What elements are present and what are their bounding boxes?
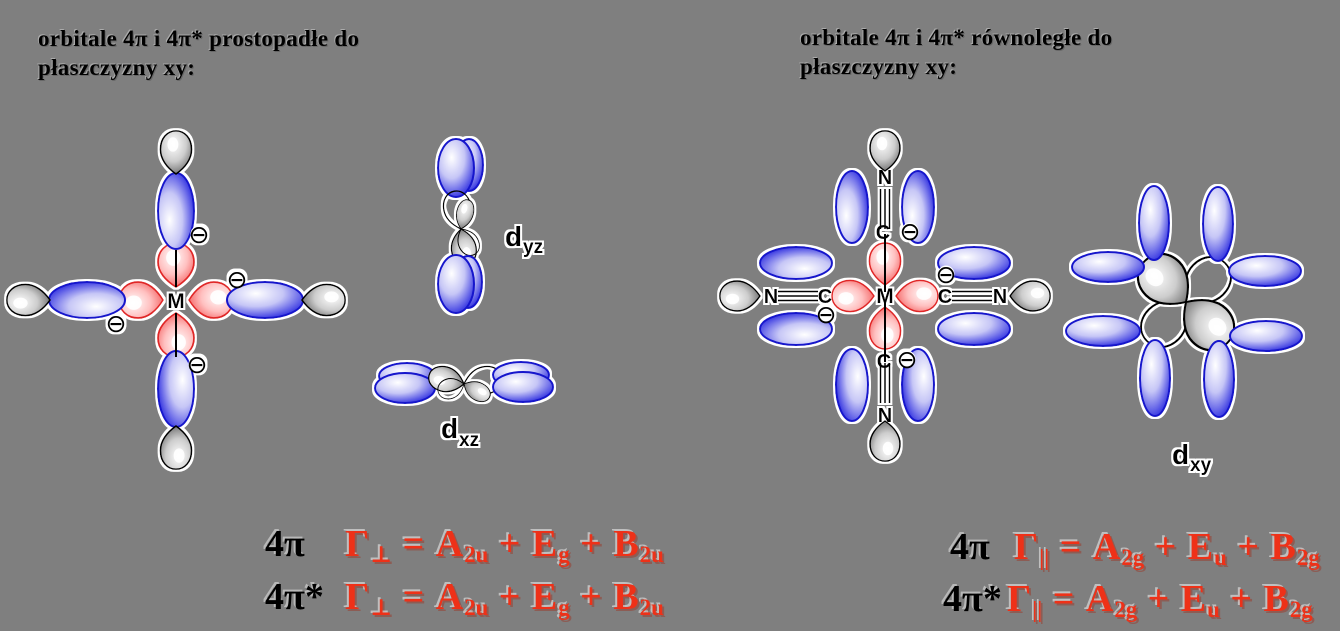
equation-subscript: ⊥: [370, 541, 393, 567]
equation-term: + E: [1137, 578, 1208, 620]
minus-charge-icon: [188, 220, 210, 249]
equation-term: + E: [1144, 526, 1215, 568]
equation-subscript: 2g: [1114, 596, 1138, 622]
nitrogen-atom-label: N: [993, 286, 1007, 308]
carbon-atom-label: C: [877, 351, 891, 373]
nitrogen-atom-label: N: [878, 405, 892, 427]
nitrogen-atom-label: N: [878, 167, 892, 189]
pi-lobe: [437, 138, 475, 198]
equation-subscript: 2g: [1289, 596, 1313, 622]
caption-perpendicular: orbitale 4π i 4π* prostopadłe do płaszcz…: [38, 24, 359, 82]
minus-charge-icon: [935, 260, 957, 289]
caption-line: orbitale 4π i 4π* prostopadłe do: [38, 26, 360, 51]
pi-lobe: [1139, 339, 1171, 417]
equation-term: + B: [1219, 578, 1290, 620]
equation-subscript: 2u: [639, 594, 664, 620]
pi-lobe: [1071, 251, 1145, 283]
equation-term: + B: [1226, 526, 1297, 568]
equation-4pi-star-perpendicular: 4π* Γ⊥ = A2u + Eg + B2u: [265, 575, 664, 621]
equation-body: Γ|| = A2g + Eu + B2g: [1014, 525, 1320, 571]
equation-subscript: 2g: [1296, 544, 1320, 570]
dxy-label-sub: xy: [1190, 455, 1212, 476]
equation-4pi-parallel: 4π Γ|| = A2g + Eu + B2g: [950, 525, 1320, 571]
arm-left: [7, 282, 163, 318]
nitrogen-atom-label: N: [764, 286, 778, 308]
equation-prefix: 4π: [265, 523, 305, 565]
equation-4pi-perpendicular: 4π Γ⊥ = A2u + Eg + B2u: [265, 522, 664, 568]
carbon-atom-label: C: [876, 222, 890, 244]
metal-atom-label: M: [167, 290, 185, 313]
equation-term: = A: [392, 576, 465, 618]
minus-charge-icon: [186, 350, 208, 379]
metal-atom-label: M: [876, 285, 894, 308]
dxy-orbital-sketch: d xy: [1065, 185, 1303, 476]
dxz-orbital-sketch: d xz: [374, 361, 554, 451]
pi-lobe: [492, 371, 554, 403]
equation-subscript: ⊥: [370, 594, 393, 620]
dyz-orbital-sketch: d yz: [437, 138, 543, 314]
equation-term: = A: [1049, 526, 1122, 568]
equation-subscript: g: [558, 541, 570, 567]
pi-lobe: [1203, 340, 1235, 418]
minus-charge-icon: [899, 217, 921, 246]
parallel-complex-diagram: M C N C N C N C N: [720, 131, 1050, 461]
cyanide-arm-left: [720, 247, 874, 345]
equation-prefix: 4π*: [943, 578, 1002, 620]
minus-charge-icon: [105, 309, 127, 338]
equation-term: = A: [392, 523, 465, 565]
pi-lobe: [374, 372, 436, 404]
equation-body: Γ⊥ = A2u + Eg + B2u: [345, 575, 664, 621]
equation-term: + B: [569, 523, 640, 565]
pi-lobe: [1228, 255, 1302, 287]
equation-term: Γ: [1007, 578, 1033, 620]
equation-subscript: ||: [1032, 596, 1043, 622]
minus-charge-icon: [815, 300, 837, 329]
caption-line: płaszczyzny xy:: [38, 55, 196, 80]
equation-prefix: 4π*: [265, 576, 324, 618]
pi-lobe: [1202, 186, 1234, 262]
equation-term: + E: [488, 523, 559, 565]
carbon-atom-label: C: [938, 286, 952, 308]
equation-body: Γ⊥ = A2u + Eg + B2u: [345, 522, 664, 568]
dxz-label-sub: xz: [459, 430, 479, 451]
arm-right: [189, 282, 345, 318]
equation-subscript: g: [558, 594, 570, 620]
pi-lobe: [437, 254, 475, 314]
perpendicular-complex-diagram: M: [7, 131, 345, 469]
equation-term: Γ: [345, 523, 371, 565]
equation-term: Γ: [1014, 526, 1040, 568]
equation-term: = A: [1042, 578, 1115, 620]
minus-charge-icon: [226, 265, 248, 294]
dxy-label: d: [1172, 439, 1189, 470]
equation-subscript: 2u: [464, 541, 489, 567]
equation-subscript: ||: [1039, 544, 1050, 570]
d-lobe: [460, 376, 494, 405]
equation-term: Γ: [345, 576, 371, 618]
equation-prefix: 4π: [950, 526, 990, 568]
cyanide-arm-right: [896, 247, 1050, 345]
caption-parallel: orbitale 4π i 4π* równoległe do płaszczy…: [800, 23, 1112, 81]
dyz-label-sub: yz: [523, 237, 543, 258]
equation-subscript: 2g: [1121, 544, 1145, 570]
equation-4pi-star-parallel: 4π* Γ|| = A2g + Eu + B2g: [943, 577, 1313, 623]
equation-subscript: 2u: [464, 594, 489, 620]
pi-lobe: [1138, 185, 1170, 261]
minus-charge-icon: [896, 345, 918, 374]
equation-subscript: u: [1214, 544, 1227, 570]
dyz-label: d: [505, 221, 522, 252]
equation-term: + B: [569, 576, 640, 618]
dxz-label: d: [441, 413, 458, 444]
caption-line: płaszczyzny xy:: [800, 54, 958, 79]
caption-line: orbitale 4π i 4π* równoległe do: [800, 25, 1113, 50]
equation-term: + E: [488, 576, 559, 618]
equation-body: Γ|| = A2g + Eu + B2g: [1007, 577, 1313, 623]
equation-subscript: u: [1207, 596, 1220, 622]
pi-lobe: [1065, 315, 1141, 347]
pi-lobe: [1229, 320, 1303, 352]
equation-subscript: 2u: [639, 541, 664, 567]
